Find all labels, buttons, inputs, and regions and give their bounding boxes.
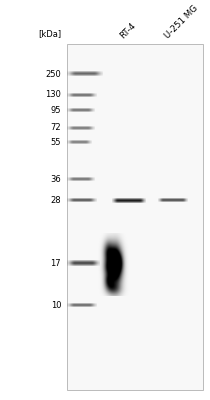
Text: 55: 55 (51, 138, 61, 147)
Text: 130: 130 (45, 90, 61, 100)
Text: 10: 10 (51, 301, 61, 310)
Text: 28: 28 (51, 196, 61, 205)
Bar (67, 44, 203, 390)
Text: 36: 36 (50, 175, 61, 184)
Text: 17: 17 (51, 259, 61, 268)
Text: RT-4: RT-4 (118, 21, 138, 41)
Text: 95: 95 (51, 106, 61, 115)
Text: [kDa]: [kDa] (38, 29, 61, 38)
Text: 250: 250 (45, 70, 61, 79)
Text: 72: 72 (51, 123, 61, 132)
Text: U-251 MG: U-251 MG (163, 4, 200, 41)
